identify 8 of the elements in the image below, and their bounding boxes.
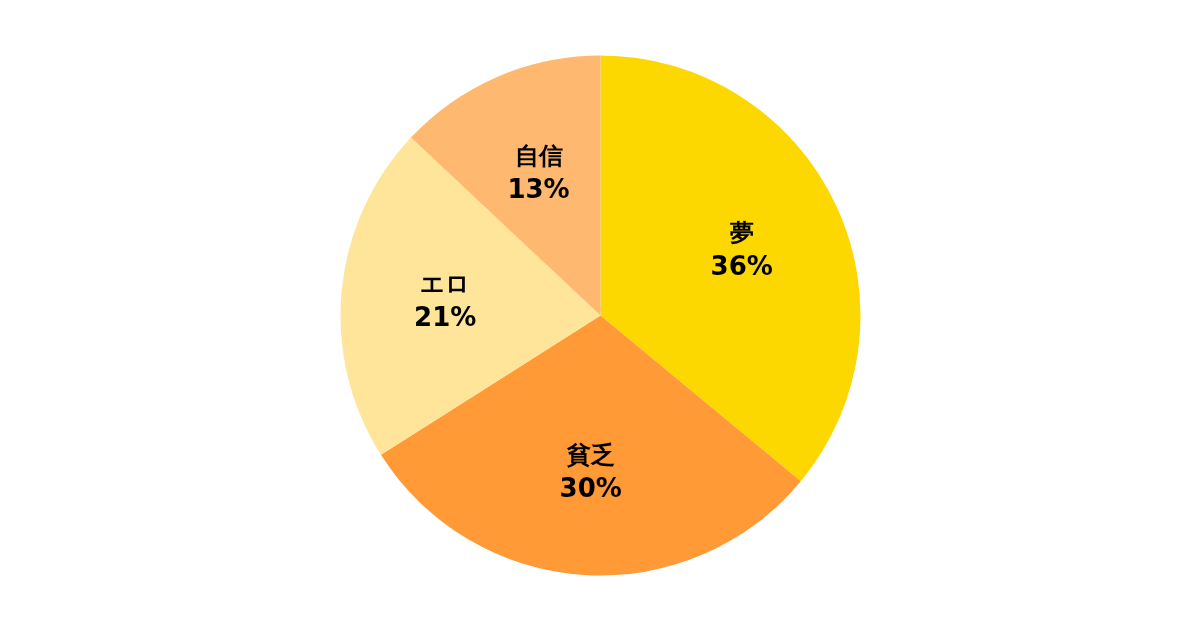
data-label: 30% xyxy=(559,472,622,503)
slice-label: 貧乏 xyxy=(565,440,615,469)
slice-label: 自信 xyxy=(514,141,563,170)
slice-label: エロ xyxy=(420,270,471,299)
data-label: 21% xyxy=(414,302,477,333)
slice-label: 夢 xyxy=(729,218,754,247)
data-label: 36% xyxy=(710,250,773,281)
data-label: 13% xyxy=(507,173,570,204)
